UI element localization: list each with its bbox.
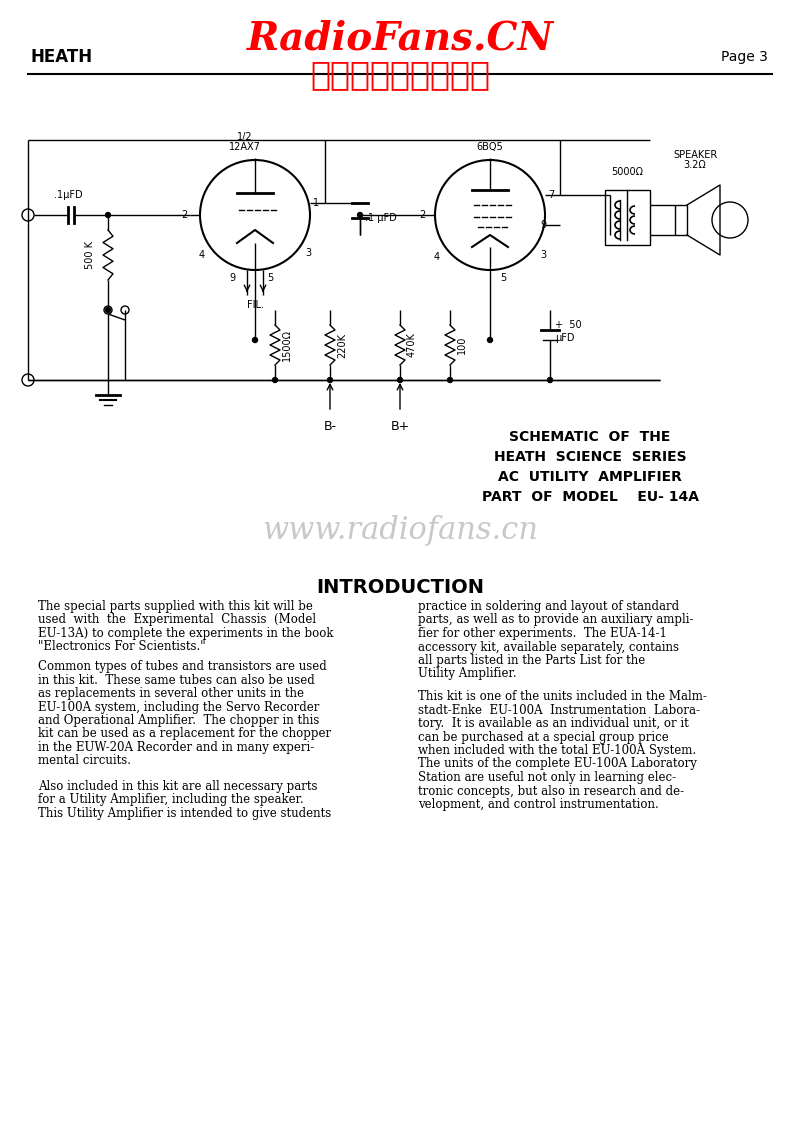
Text: 500 K: 500 K	[85, 241, 95, 269]
Text: B+: B+	[390, 420, 410, 433]
Text: Page 3: Page 3	[721, 50, 768, 64]
Text: tory.  It is available as an individual unit, or it: tory. It is available as an individual u…	[418, 717, 689, 730]
Text: 220K: 220K	[337, 333, 347, 358]
Circle shape	[106, 308, 110, 312]
Text: for a Utility Amplifier, including the speaker.: for a Utility Amplifier, including the s…	[38, 794, 304, 807]
Text: 收音机爱好者资料库: 收音机爱好者资料库	[310, 58, 490, 91]
Text: .1 μFD: .1 μFD	[365, 214, 397, 223]
Circle shape	[447, 377, 453, 383]
Text: .1μFD: .1μFD	[54, 190, 82, 200]
Text: and Operational Amplifier.  The chopper in this: and Operational Amplifier. The chopper i…	[38, 715, 319, 727]
Text: HEATH  SCIENCE  SERIES: HEATH SCIENCE SERIES	[494, 450, 686, 463]
Text: 7: 7	[548, 190, 554, 200]
Text: FIL.: FIL.	[246, 300, 263, 310]
Text: can be purchased at a special group price: can be purchased at a special group pric…	[418, 730, 669, 743]
Text: SPEAKER: SPEAKER	[673, 150, 717, 160]
Text: 5: 5	[267, 273, 274, 283]
Text: +  50: + 50	[555, 320, 582, 329]
Text: fier for other experiments.  The EUA-14-1: fier for other experiments. The EUA-14-1	[418, 627, 667, 640]
Text: 2: 2	[182, 210, 188, 220]
Circle shape	[106, 212, 110, 217]
Text: 9: 9	[540, 220, 546, 229]
Text: 1: 1	[313, 198, 319, 208]
Text: 9: 9	[229, 273, 235, 283]
Text: 5000Ω: 5000Ω	[611, 167, 643, 177]
Text: 100: 100	[457, 336, 467, 354]
Text: in this kit.  These same tubes can also be used: in this kit. These same tubes can also b…	[38, 674, 314, 686]
Text: Also included in this kit are all necessary parts: Also included in this kit are all necess…	[38, 780, 318, 793]
Text: PART  OF  MODEL    EU- 14A: PART OF MODEL EU- 14A	[482, 490, 698, 504]
Text: 12AX7: 12AX7	[229, 142, 261, 152]
Text: HEATH: HEATH	[30, 48, 92, 66]
Text: velopment, and control instrumentation.: velopment, and control instrumentation.	[418, 797, 658, 811]
Text: The special parts supplied with this kit will be: The special parts supplied with this kit…	[38, 600, 313, 613]
Text: practice in soldering and layout of standard: practice in soldering and layout of stan…	[418, 600, 679, 613]
Text: tronic concepts, but also in research and de-: tronic concepts, but also in research an…	[418, 785, 684, 797]
Text: accessory kit, available separately, contains: accessory kit, available separately, con…	[418, 641, 679, 653]
Text: RadioFans.CN: RadioFans.CN	[246, 20, 554, 58]
Circle shape	[327, 377, 333, 383]
Text: 1/2: 1/2	[237, 132, 253, 142]
Text: 470K: 470K	[407, 333, 417, 358]
Text: Utility Amplifier.: Utility Amplifier.	[418, 668, 517, 680]
Text: INTRODUCTION: INTRODUCTION	[316, 578, 484, 598]
Text: kit can be used as a replacement for the chopper: kit can be used as a replacement for the…	[38, 727, 331, 741]
Text: www.radiofans.cn: www.radiofans.cn	[262, 515, 538, 545]
Bar	[605, 190, 650, 245]
Text: 4: 4	[199, 250, 205, 260]
Text: This Utility Amplifier is intended to give students: This Utility Amplifier is intended to gi…	[38, 807, 331, 820]
Circle shape	[358, 212, 362, 217]
Bar	[675, 204, 687, 235]
Circle shape	[487, 337, 493, 342]
Text: 3: 3	[305, 248, 311, 258]
Text: The units of the complete EU-100A Laboratory: The units of the complete EU-100A Labora…	[418, 758, 697, 770]
Text: 4: 4	[434, 252, 440, 262]
Text: mental circuits.: mental circuits.	[38, 754, 131, 768]
Text: 6BQ5: 6BQ5	[477, 142, 503, 152]
Text: when included with the total EU-100A System.: when included with the total EU-100A Sys…	[418, 744, 696, 757]
Text: Common types of tubes and transistors are used: Common types of tubes and transistors ar…	[38, 660, 326, 673]
Circle shape	[547, 377, 553, 383]
Text: parts, as well as to provide an auxiliary ampli-: parts, as well as to provide an auxiliar…	[418, 613, 694, 626]
Text: 3.2Ω: 3.2Ω	[684, 160, 706, 170]
Text: all parts listed in the Parts List for the: all parts listed in the Parts List for t…	[418, 654, 646, 667]
Text: as replacements in several other units in the: as replacements in several other units i…	[38, 687, 304, 700]
Text: EU-13A) to complete the experiments in the book: EU-13A) to complete the experiments in t…	[38, 627, 334, 640]
Text: "Electronics For Scientists.": "Electronics For Scientists."	[38, 641, 206, 653]
Circle shape	[273, 377, 278, 383]
Text: B-: B-	[323, 420, 337, 433]
Text: EU-100A system, including the Servo Recorder: EU-100A system, including the Servo Reco…	[38, 701, 319, 713]
Text: 5: 5	[500, 273, 506, 283]
Text: SCHEMATIC  OF  THE: SCHEMATIC OF THE	[510, 431, 670, 444]
Text: AC  UTILITY  AMPLIFIER: AC UTILITY AMPLIFIER	[498, 470, 682, 484]
Text: Station are useful not only in learning elec-: Station are useful not only in learning …	[418, 771, 676, 784]
Text: This kit is one of the units included in the Malm-: This kit is one of the units included in…	[418, 690, 707, 703]
Text: 1500Ω: 1500Ω	[282, 329, 292, 361]
Circle shape	[253, 337, 258, 342]
Text: used  with  the  Experimental  Chassis  (Model: used with the Experimental Chassis (Mode…	[38, 613, 316, 626]
Circle shape	[398, 377, 402, 383]
Text: 3: 3	[540, 250, 546, 260]
Text: in the EUW-20A Recorder and in many experi-: in the EUW-20A Recorder and in many expe…	[38, 741, 314, 754]
Text: μFD: μFD	[555, 333, 574, 343]
Text: 2: 2	[418, 210, 425, 220]
Text: stadt-Enke  EU-100A  Instrumentation  Labora-: stadt-Enke EU-100A Instrumentation Labor…	[418, 703, 700, 717]
